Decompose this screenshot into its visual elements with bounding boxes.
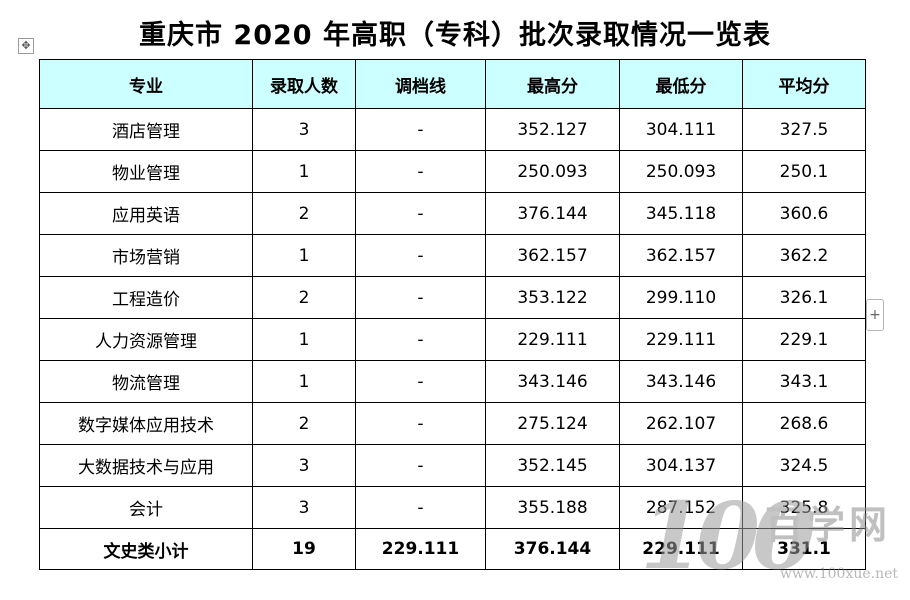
- admitted-count-cell: 1: [252, 234, 356, 277]
- major-cell: 物流管理: [39, 360, 253, 403]
- avg-score-cell: 268.6: [742, 402, 866, 445]
- max-score-cell: 352.145: [485, 444, 620, 487]
- min-score-cell: 304.111: [619, 108, 743, 151]
- avg-score-cell: 229.1: [742, 318, 866, 361]
- subtotal-row: 文史类小计 19 229.111 376.144 229.111 331.1: [39, 528, 866, 570]
- avg-score-cell: 325.8: [742, 486, 866, 529]
- table-move-handle[interactable]: ✥: [18, 38, 34, 54]
- table-row: 人力资源管理 1-229.111 229.111 229.1: [39, 318, 866, 361]
- min-score-cell: 362.157: [619, 234, 743, 277]
- max-score-cell: 376.144: [485, 192, 620, 235]
- major-cell: 数字媒体应用技术: [39, 402, 253, 445]
- admitted-count-cell: 3: [252, 486, 356, 529]
- admitted-count-cell: 3: [252, 444, 356, 487]
- table-row: 市场营销 1-362.157 362.157 362.2: [39, 234, 866, 277]
- avg-score-cell: 326.1: [742, 276, 866, 319]
- cutoff-cell: -: [355, 276, 486, 319]
- page-title: 重庆市 2020 年高职（专科）批次录取情况一览表: [139, 20, 771, 51]
- admitted-count-cell: 1: [252, 150, 356, 193]
- avg-score-cell: 324.5: [742, 444, 866, 487]
- admitted-count-cell: 1: [252, 360, 356, 403]
- min-score-cell: 250.093: [619, 150, 743, 193]
- major-cell: 会计: [39, 486, 253, 529]
- major-cell: 人力资源管理: [39, 318, 253, 361]
- admitted-count-cell: 2: [252, 402, 356, 445]
- major-cell: 物业管理: [39, 150, 253, 193]
- column-header: 平均分: [742, 59, 866, 109]
- max-score-cell: 343.146: [485, 360, 620, 403]
- min-score-cell: 299.110: [619, 276, 743, 319]
- max-score-cell: 362.157: [485, 234, 620, 277]
- subtotal-admitted-count-cell: 19: [252, 528, 356, 570]
- avg-score-cell: 343.1: [742, 360, 866, 403]
- column-header: 录取人数: [252, 59, 356, 109]
- subtotal-major-cell: 文史类小计: [39, 528, 253, 570]
- cutoff-cell: -: [355, 108, 486, 151]
- cutoff-cell: -: [355, 318, 486, 361]
- cutoff-cell: -: [355, 150, 486, 193]
- min-score-cell: 343.146: [619, 360, 743, 403]
- table-row: 物流管理 1-343.146 343.146 343.1: [39, 360, 866, 403]
- subtotal-cutoff-cell: 229.111: [355, 528, 486, 570]
- max-score-cell: 352.127: [485, 108, 620, 151]
- move-icon: ✥: [21, 39, 31, 52]
- table-row: 大数据技术与应用 3-352.145 304.137 324.5: [39, 444, 866, 487]
- plus-icon: +: [869, 307, 881, 323]
- major-cell: 工程造价: [39, 276, 253, 319]
- add-column-button[interactable]: +: [866, 299, 884, 331]
- avg-score-cell: 362.2: [742, 234, 866, 277]
- max-score-cell: 275.124: [485, 402, 620, 445]
- table-row: 酒店管理 3-352.127 304.111 327.5: [39, 108, 866, 151]
- admission-table: 专业 录取人数 调档线 最高分 最低分 平均分 酒店管理 3-352.127 304…: [39, 59, 866, 570]
- max-score-cell: 250.093: [485, 150, 620, 193]
- admitted-count-cell: 2: [252, 276, 356, 319]
- table-row: 物业管理 1-250.093 250.093 250.1: [39, 150, 866, 193]
- table-body: 酒店管理 3-352.127 304.111 327.5 物业管理 1-250.093 25…: [39, 108, 866, 570]
- min-score-cell: 262.107: [619, 402, 743, 445]
- max-score-cell: 355.188: [485, 486, 620, 529]
- min-score-cell: 345.118: [619, 192, 743, 235]
- cutoff-cell: -: [355, 444, 486, 487]
- cutoff-cell: -: [355, 402, 486, 445]
- column-header: 最高分: [485, 59, 620, 109]
- column-header: 最低分: [619, 59, 743, 109]
- min-score-cell: 287.152: [619, 486, 743, 529]
- table-row: 工程造价 2-353.122 299.110 326.1: [39, 276, 866, 319]
- major-cell: 应用英语: [39, 192, 253, 235]
- major-cell: 酒店管理: [39, 108, 253, 151]
- table-row: 会计 3-355.188 287.152 325.8: [39, 486, 866, 529]
- min-score-cell: 304.137: [619, 444, 743, 487]
- column-header: 调档线: [355, 59, 486, 109]
- cutoff-cell: -: [355, 192, 486, 235]
- max-score-cell: 353.122: [485, 276, 620, 319]
- table-row: 应用英语 2-376.144 345.118 360.6: [39, 192, 866, 235]
- major-cell: 大数据技术与应用: [39, 444, 253, 487]
- cutoff-cell: -: [355, 486, 486, 529]
- admitted-count-cell: 1: [252, 318, 356, 361]
- admitted-count-cell: 3: [252, 108, 356, 151]
- table-row: 数字媒体应用技术 2-275.124 262.107 268.6: [39, 402, 866, 445]
- subtotal-min-score-cell: 229.111: [619, 528, 743, 570]
- major-cell: 市场营销: [39, 234, 253, 277]
- avg-score-cell: 250.1: [742, 150, 866, 193]
- header-row: 专业 录取人数 调档线 最高分 最低分 平均分: [39, 59, 866, 109]
- admitted-count-cell: 2: [252, 192, 356, 235]
- cutoff-cell: -: [355, 360, 486, 403]
- max-score-cell: 229.111: [485, 318, 620, 361]
- avg-score-cell: 360.6: [742, 192, 866, 235]
- min-score-cell: 229.111: [619, 318, 743, 361]
- subtotal-max-score-cell: 376.144: [485, 528, 620, 570]
- column-header: 专业: [39, 59, 253, 109]
- cutoff-cell: -: [355, 234, 486, 277]
- avg-score-cell: 327.5: [742, 108, 866, 151]
- subtotal-avg-score-cell: 331.1: [742, 528, 866, 570]
